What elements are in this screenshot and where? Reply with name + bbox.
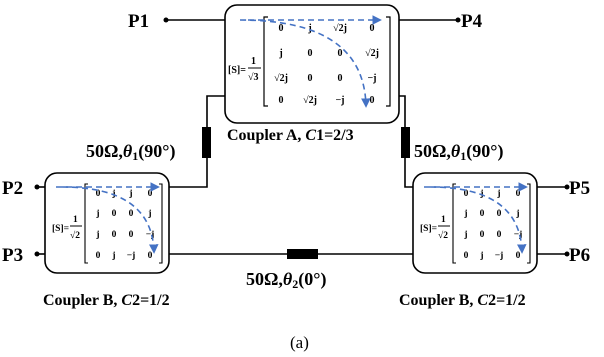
port-dot-p6: [564, 251, 570, 257]
coupler-a-matrix-cell-r1c4: 0: [370, 23, 375, 34]
coupler-b-left-matrix-cell-r1c3: j: [128, 189, 132, 199]
tline-bottom-block: [287, 249, 318, 259]
port-dots: [34, 17, 570, 257]
coupler-b-left-matrix-cell-r2c2: 0: [112, 209, 117, 219]
coupler-b-left-frac-den: √2: [70, 230, 80, 241]
coupler-b-right-bracket-right: [527, 183, 531, 264]
coupler-b-left-arrow-curve: [61, 186, 159, 254]
coupler-b-right-matrix-cell-r2c2: 0: [480, 209, 485, 219]
coupler-b-right-frac-num: 1: [441, 215, 446, 225]
coupler-a-matrix-cell-r3c4: −j: [367, 73, 376, 84]
coupler-a-matrix-cell-r4c1: 0: [279, 95, 284, 106]
coupler-b-left-bracket-left: [84, 183, 88, 264]
figure-label: (a): [290, 333, 309, 352]
coupler-a-arrow-curve: [239, 19, 371, 108]
coupler-b-left-matrix-cell-r3c3: 0: [129, 230, 134, 240]
port-label-p2: P2: [2, 178, 23, 199]
coupler-a-bracket-left: [263, 16, 268, 107]
coupler-b-left-matrix-cell-r4c4: 0: [148, 251, 153, 261]
tline-right-label: 50Ω,θ1(90°): [414, 141, 503, 163]
coupler-b-left-matrix-cell-r2c1: j: [95, 209, 99, 219]
coupler-a-matrix-cell-r4c2: √2j: [303, 95, 317, 106]
coupler-a-matrix-cell-r4c3: −j: [335, 95, 344, 106]
coupler-a-frac-den: √3: [248, 72, 259, 83]
coupler-b-right-matrix-cell-r3c3: 0: [497, 230, 502, 240]
tline-left-block: [202, 127, 211, 158]
coupler-b-right-matrix-cell-r3c4: −j: [514, 230, 523, 240]
coupler-a-bracket-right: [386, 16, 391, 107]
port-label-p5: P5: [569, 178, 590, 199]
coupler-a-matrix-cell-r3c3: 0: [338, 73, 343, 84]
coupler-a-matrix-cell-r2c2: 0: [308, 48, 313, 59]
coupler-b-right: [S]= 1 √2 0 j j 0j 0 0 jj 0 0 −j0 j −j 0: [412, 172, 538, 274]
coupler-b-left-s-label: [S]=: [52, 224, 69, 234]
coupler-a-frac-num: 1: [251, 56, 256, 67]
coupler-b-left-matrix: 0 j j 0j 0 0 jj 0 0 −j0 j −j 0: [95, 189, 154, 261]
coupler-b-right-matrix-cell-r1c1: 0: [464, 189, 469, 199]
coupler-b-left-matrix-cell-r4c3: −j: [127, 251, 136, 261]
coupler-b-right-matrix-cell-r1c4: 0: [516, 189, 521, 199]
tline-right-block: [401, 127, 410, 158]
coupler-b-right-caption: Coupler B, C2=1/2: [399, 292, 526, 309]
coupler-b-left-matrix-cell-r2c4: j: [147, 209, 151, 219]
coupler-b-right-matrix-cell-r1c3: j: [496, 189, 500, 199]
coupler-a-matrix-cell-r1c3: √2j: [333, 23, 347, 34]
coupler-a-box: [224, 4, 400, 124]
port-dot-p3: [34, 251, 40, 257]
port-dot-p5: [564, 184, 570, 190]
coupler-a-matrix-cell-r3c2: 0: [308, 73, 313, 84]
tline-bottom-label: 50Ω,θ2(0°): [246, 269, 326, 291]
coupler-a-matrix-cell-r2c4: √2j: [365, 48, 379, 59]
port-label-p4: P4: [461, 11, 483, 32]
port-dot-p2: [34, 184, 40, 190]
coupler-b-right-box: [412, 172, 538, 274]
coupler-a-matrix: 0 j √2j 0 j 0 0 √2j √2j 0 0 −j 0 √2j −j 0: [274, 23, 379, 106]
coupler-b-right-frac-den: √2: [438, 230, 448, 241]
coupler-b-left-matrix-cell-r4c2: j: [111, 251, 115, 261]
coupler-b-left-caption: Coupler B, C2=1/2: [43, 292, 170, 309]
coupler-b-left-matrix-cell-r3c2: 0: [112, 230, 117, 240]
tline-left-label: 50Ω,θ1(90°): [86, 141, 175, 163]
coupler-b-right-matrix-cell-r3c2: 0: [480, 230, 485, 240]
coupler-a-caption: Coupler A, C1=2/3: [227, 127, 354, 144]
port-dot-p1: [163, 17, 169, 23]
port-label-p3: P3: [2, 245, 23, 266]
coupler-b-right-matrix-cell-r2c4: j: [515, 209, 519, 219]
coupler-a: [S]= 1 √3 0 j √2j 0 j 0 0 √2j √2j 0 0 −j 0 √2j −j 0: [224, 4, 400, 124]
coupler-b-right-matrix: 0 j j 0j 0 0 jj 0 0 −j0 j −j 0: [463, 189, 522, 261]
coupler-b-right-s-label: [S]=: [420, 224, 437, 234]
coupler-b-right-matrix-cell-r2c1: j: [463, 209, 467, 219]
coupler-b-left-box: [44, 172, 170, 274]
coupler-a-matrix-cell-r2c1: j: [278, 48, 282, 59]
coupler-b-right-matrix-cell-r4c4: 0: [516, 251, 521, 261]
port-label-p1: P1: [128, 11, 149, 32]
port-dot-p4: [455, 17, 461, 23]
coupler-b-right-arrow-curve: [429, 186, 527, 254]
coupler-a-matrix-cell-r2c3: 0: [338, 48, 343, 59]
coupler-a-matrix-cell-r1c2: j: [307, 23, 311, 34]
coupler-b-left-matrix-cell-r1c1: 0: [96, 189, 101, 199]
coupler-b-right-matrix-cell-r3c1: j: [463, 230, 467, 240]
coupler-b-right-matrix-cell-r4c1: 0: [464, 251, 469, 261]
coupler-b-left-frac-num: 1: [73, 215, 78, 225]
coupler-b-left: [S]= 1 √2 0 j j 0j 0 0 jj 0 0 −j0 j −j 0: [44, 172, 170, 274]
coupler-a-matrix-cell-r1c1: 0: [279, 23, 284, 34]
coupler-b-right-matrix-cell-r4c2: j: [479, 251, 483, 261]
coupler-b-left-matrix-cell-r3c4: −j: [146, 230, 155, 240]
coupler-b-right-matrix-cell-r2c3: 0: [497, 209, 502, 219]
coupler-a-matrix-cell-r3c1: √2j: [274, 73, 288, 84]
coupler-b-left-bracket-right: [159, 183, 163, 264]
coupler-b-right-bracket-left: [452, 183, 456, 264]
coupler-b-left-matrix-cell-r3c1: j: [95, 230, 99, 240]
coupler-a-matrix-cell-r4c4: 0: [370, 95, 375, 106]
coupler-b-left-matrix-cell-r1c4: 0: [148, 189, 153, 199]
coupler-b-left-matrix-cell-r2c3: 0: [129, 209, 134, 219]
coupler-b-right-matrix-cell-r4c3: −j: [495, 251, 504, 261]
coupler-b-left-matrix-cell-r4c1: 0: [96, 251, 101, 261]
port-label-p6: P6: [569, 245, 590, 266]
coupler-a-s-label: [S]=: [228, 65, 246, 76]
